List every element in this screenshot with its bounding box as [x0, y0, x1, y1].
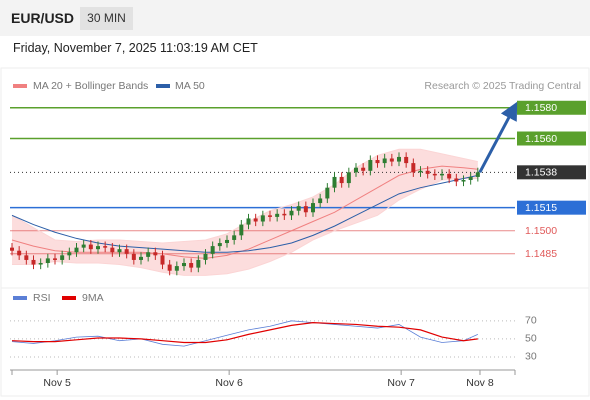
candle-body [174, 266, 179, 271]
candle-body [418, 170, 423, 173]
level-box [517, 100, 586, 115]
level-box [517, 131, 586, 146]
candle-body [167, 264, 172, 271]
y-tick-label: 70 [525, 315, 537, 327]
candle-body [275, 213, 280, 217]
candle-body [468, 176, 473, 181]
candle-body [225, 239, 229, 244]
candle-body [361, 167, 366, 171]
legend-label: MA 50 [175, 80, 205, 92]
candle-body [146, 252, 151, 257]
symbol: EUR/USD [11, 10, 75, 26]
credit: Research © 2025 Trading Central [424, 80, 581, 92]
candle-body [53, 258, 57, 260]
candle-body [210, 246, 215, 254]
candle-body [103, 246, 108, 248]
candle-body [239, 224, 244, 236]
candle-body [74, 247, 79, 253]
candle-body [268, 215, 272, 217]
level-label: 1.1515 [525, 202, 557, 214]
candle-body [124, 249, 129, 254]
bollinger-fill [12, 149, 478, 276]
candle-body [332, 176, 337, 188]
candle-body [139, 256, 143, 260]
candle-body [454, 178, 459, 182]
level-label: 1.1538 [525, 167, 557, 179]
level-box [517, 165, 586, 180]
candle-body [131, 253, 136, 260]
x-tick-label: Nov 6 [215, 377, 243, 389]
candle-body [432, 173, 437, 176]
legend-label: RSI [33, 292, 51, 304]
candle-body [382, 158, 387, 164]
candle-body [318, 198, 323, 204]
candle-body [217, 243, 222, 247]
x-tick-label: Nov 7 [387, 377, 415, 389]
interval-button[interactable]: 30 MIN [80, 7, 133, 30]
candle-body [189, 263, 194, 268]
candle-body [311, 203, 315, 213]
candle-body [475, 172, 480, 177]
bollinger-lower [12, 177, 478, 276]
candle-body [31, 259, 36, 265]
candle-body [88, 244, 93, 250]
candle-body [96, 246, 100, 250]
candle-body [17, 250, 22, 256]
candle-body [461, 180, 466, 182]
x-tick-label: Nov 5 [43, 377, 71, 389]
candle-body [296, 206, 301, 211]
candle-body [375, 160, 380, 164]
level-label: 1.1560 [525, 133, 557, 145]
rsi-line [11, 322, 478, 344]
candle-body [160, 255, 165, 265]
candle-body [282, 213, 287, 216]
candle-body [67, 252, 72, 256]
candle-body [182, 263, 186, 267]
candle-body [389, 158, 394, 162]
timestamp: Friday, November 7, 2025 11:03:19 AM CET [13, 41, 258, 55]
candle-body [368, 160, 373, 171]
candle-body [45, 258, 50, 264]
level-label: 1.1500 [525, 225, 557, 237]
level-box [517, 200, 586, 215]
legend-label: MA 20 + Bollinger Bands [33, 80, 148, 92]
candle-body [203, 253, 208, 260]
candle-body [303, 206, 308, 213]
candle-body [232, 235, 237, 240]
candle-body [10, 247, 14, 251]
candle-body [60, 255, 65, 260]
candle-body [81, 244, 86, 248]
candle-body [346, 172, 351, 184]
candle-body [411, 163, 416, 173]
y-tick-label: 30 [525, 351, 537, 363]
candle-body [246, 218, 251, 225]
candle-body [447, 173, 452, 179]
candle-body [339, 176, 344, 184]
level-label: 1.1580 [525, 102, 557, 114]
candle-body [117, 249, 122, 253]
candle-body [38, 263, 43, 265]
forecast-arrow [478, 101, 518, 174]
rsi-panel [0, 287, 590, 397]
candle-body [24, 255, 29, 260]
candle-body [196, 259, 201, 268]
y-tick-label: 50 [525, 333, 537, 345]
header-bar: EUR/USD 30 MIN [0, 0, 590, 36]
candle-body [404, 156, 409, 164]
candle-body [425, 170, 430, 174]
candle-body [253, 218, 258, 222]
legend-label: 9MA [82, 292, 104, 304]
level-label: 1.1485 [525, 248, 557, 260]
candle-body [325, 187, 330, 199]
candle-body [110, 247, 115, 253]
candle-body [289, 210, 294, 216]
candle-body [354, 167, 358, 173]
x-tick-label: Nov 8 [466, 377, 494, 389]
candle-body [153, 252, 158, 256]
candle-body [397, 156, 401, 162]
candle-body [260, 215, 265, 222]
candle-body [440, 173, 444, 176]
